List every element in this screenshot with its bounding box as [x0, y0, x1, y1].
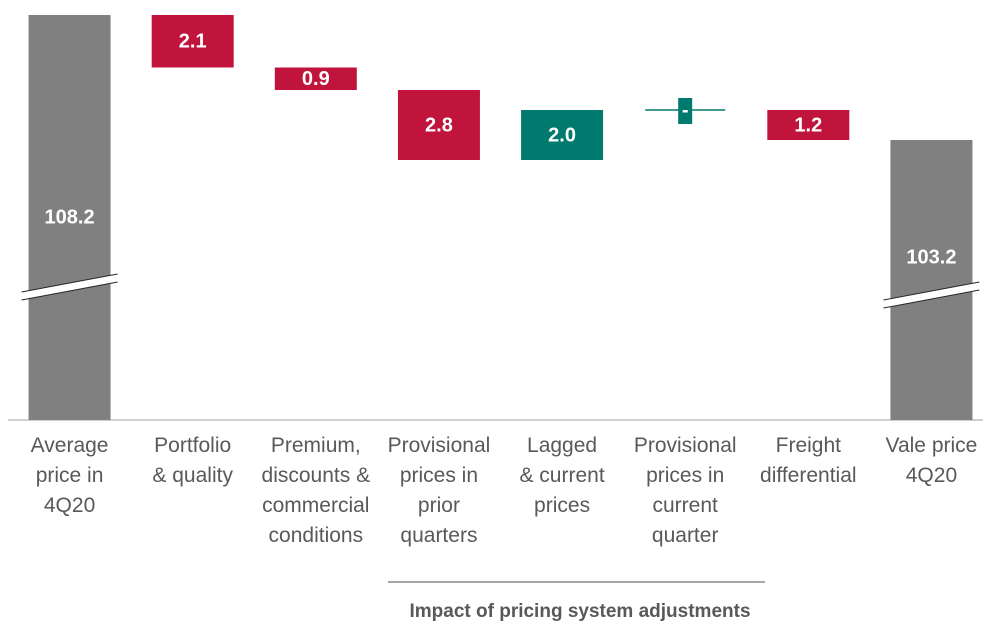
- x-tick-line: Provisional: [634, 434, 737, 457]
- x-tick-label: Provisional prices in current quarter: [634, 434, 737, 547]
- x-tick-line: Lagged: [527, 434, 597, 457]
- x-tick-line: discounts &: [262, 464, 371, 487]
- axis-break-line: [883, 281, 980, 301]
- x-tick-line: Vale price: [886, 434, 978, 457]
- axis-break-line: [21, 281, 118, 301]
- axis-break: [21, 274, 118, 300]
- x-tick-label: Vale price 4Q20: [886, 434, 978, 487]
- x-tick-line: current: [653, 494, 719, 517]
- axis-break: [883, 282, 980, 308]
- x-tick-label: Provisional prices in prior quarters: [388, 434, 491, 547]
- x-tick-line: 4Q20: [906, 464, 957, 487]
- value-label: 1.2: [794, 114, 822, 136]
- axis-break-line: [21, 273, 118, 293]
- x-tick-label: Freight differential: [760, 434, 857, 487]
- x-tick-line: 4Q20: [44, 494, 95, 517]
- bar: [678, 98, 693, 124]
- x-tick-line: price in: [36, 464, 104, 487]
- x-tick-line: commercial: [262, 494, 369, 517]
- bar: [767, 110, 850, 140]
- x-tick-line: prices in: [400, 464, 478, 487]
- value-label: 0.9: [302, 68, 330, 90]
- x-tick-line: quarters: [400, 524, 477, 547]
- x-tick-line: Provisional: [388, 434, 491, 457]
- x-tick-line: quarter: [652, 524, 719, 547]
- bar: [890, 140, 973, 420]
- x-tick-label: Lagged & current prices: [519, 434, 604, 517]
- axis-break-line: [883, 289, 980, 309]
- x-tick-label: Average price in 4Q20: [31, 434, 109, 517]
- x-tick-line: Freight: [776, 434, 842, 457]
- x-tick-line: prices in: [646, 464, 724, 487]
- bar: [151, 15, 234, 68]
- value-label: 108.2: [45, 206, 95, 228]
- x-tick-label: Premium, discounts & commercial conditions: [262, 434, 371, 547]
- x-tick-line: Premium,: [271, 434, 361, 457]
- value-label: 2.8: [425, 114, 453, 136]
- x-tick-line: prior: [418, 494, 460, 517]
- bar: [521, 110, 604, 160]
- x-tick-line: differential: [760, 464, 857, 487]
- group-annotation: Impact of pricing system adjustments: [409, 601, 750, 622]
- value-label: 2.1: [179, 31, 207, 53]
- value-label: 2.0: [548, 124, 576, 146]
- x-tick-line: Average: [31, 434, 109, 457]
- x-tick-label: Portfolio & quality: [152, 434, 233, 487]
- value-label: 103.2: [906, 246, 956, 268]
- x-tick-line: Portfolio: [154, 434, 231, 457]
- bar: [274, 67, 357, 90]
- x-tick-line: & current: [519, 464, 604, 487]
- x-tick-line: conditions: [269, 524, 364, 547]
- x-tick-line: & quality: [152, 464, 233, 487]
- value-label: -: [682, 99, 689, 121]
- x-tick-line: prices: [534, 494, 590, 517]
- bar: [397, 90, 480, 160]
- bar: [28, 15, 111, 420]
